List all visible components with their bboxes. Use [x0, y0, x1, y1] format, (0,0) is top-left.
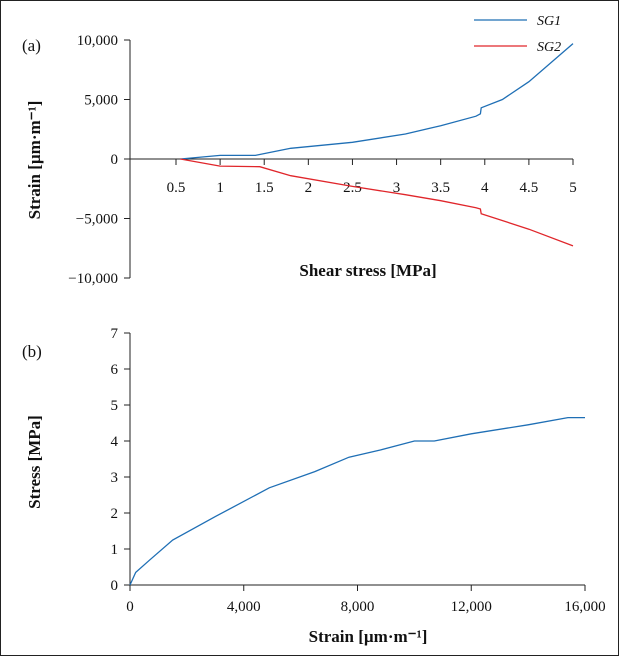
panel-b-y-tick-label: 0: [111, 578, 119, 594]
panel-a-x-tick-label: 1: [216, 180, 224, 196]
panel-b: (b) 0 1 2 3 4 5 6 7 0 4,000 8,000 12,000 16,000 Stra…: [22, 326, 606, 646]
legend-sg2-label: SG2: [537, 40, 561, 55]
panel-a-x-tick-label: 4: [481, 180, 489, 196]
panel-b-x-tick-label: 8,000: [341, 599, 375, 615]
panel-a-y-axis-label: Strain [µm·m⁻¹]: [25, 101, 44, 220]
panel-a-axes: 10,000 5,000 0 −5,000 −10,000 0.5 1 1.5 2 2.5 3 3.5…: [68, 33, 576, 287]
panel-b-y-tick-label: 2: [111, 506, 119, 522]
panel-a-x-tick-label: 2: [305, 180, 313, 196]
panel-b-y-tick-label: 5: [111, 398, 119, 414]
series-sg2-line: [180, 158, 574, 247]
panel-a-x-tick-label: 1.5: [255, 180, 274, 196]
panel-b-series: [129, 416, 585, 586]
panel-b-x-tick-label: 16,000: [564, 599, 605, 615]
series-sg1-line: [180, 43, 574, 160]
panel-b-label: (b): [22, 342, 42, 361]
stress-strain-line: [129, 416, 585, 586]
panel-a-x-tick-label: 3: [393, 180, 401, 196]
panel-a-x-tick-label: 2.5: [343, 180, 362, 196]
panel-a-x-tick-label: 0.5: [167, 180, 186, 196]
panel-a-x-tick-label: 3.5: [431, 180, 450, 196]
panel-b-y-tick-label: 1: [111, 542, 119, 558]
legend-sg1-label: SG1: [537, 14, 561, 29]
panel-a-y-tick-label: 0: [111, 152, 119, 168]
panel-b-x-axis-label: Strain [µm·m⁻¹]: [309, 627, 428, 646]
panel-a: (a) 10,000 5,000 0 −5,000 −10,000 0.5 1 1.5 2 2.5…: [22, 14, 577, 287]
panel-a-x-tick-label: 5: [569, 180, 577, 196]
panel-a-y-tick-label: −10,000: [68, 271, 118, 287]
panel-b-axes: 0 1 2 3 4 5 6 7 0 4,000 8,000 12,000 16,000: [111, 326, 606, 615]
panel-a-y-tick-label: 10,000: [77, 33, 118, 49]
panel-b-x-tick-label: 12,000: [451, 599, 492, 615]
panel-a-series: [180, 43, 574, 247]
panel-b-x-tick-label: 0: [126, 599, 134, 615]
panel-b-y-axis-label: Stress [MPa]: [25, 415, 44, 509]
panel-b-y-tick-label: 3: [111, 470, 119, 486]
panel-a-x-tick-label: 4.5: [520, 180, 539, 196]
panel-b-y-tick-label: 4: [111, 434, 119, 450]
panel-a-y-tick-label: 5,000: [84, 93, 118, 109]
panel-a-y-tick-label: −5,000: [76, 212, 118, 228]
panel-b-y-tick-label: 6: [111, 362, 119, 378]
panel-a-legend: SG1 SG2: [474, 14, 561, 55]
panel-a-label: (a): [22, 36, 41, 55]
panel-b-y-tick-label: 7: [111, 326, 119, 342]
panel-a-x-axis-label: Shear stress [MPa]: [299, 261, 436, 280]
panel-b-x-tick-label: 4,000: [227, 599, 261, 615]
